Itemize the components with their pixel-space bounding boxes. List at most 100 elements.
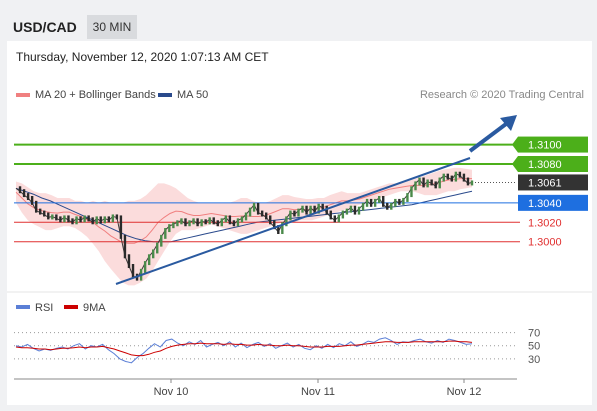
price-candle: [462, 173, 466, 182]
rsi-tick-label: 50: [528, 341, 540, 353]
price-candle: [67, 215, 70, 223]
level-tag-arrow: [512, 156, 518, 172]
price-candle: [313, 205, 316, 214]
x-tick-label: Nov 12: [447, 386, 482, 398]
price-candle: [51, 214, 54, 220]
level-label-support: 1.3000: [528, 237, 562, 249]
support-trendline: [115, 157, 471, 285]
price-candle: [329, 210, 332, 220]
price-candle: [79, 216, 82, 223]
price-candle: [119, 215, 123, 239]
price-candle: [281, 222, 284, 234]
price-candle: [176, 220, 179, 227]
price-candle: [418, 177, 421, 186]
price-candle: [248, 207, 252, 217]
price-candle: [252, 202, 256, 212]
price-candle: [26, 193, 30, 200]
price-candle: [264, 212, 268, 220]
timeframe-badge[interactable]: 30 MIN: [87, 15, 137, 39]
price-candle: [55, 214, 58, 221]
header-bar: USD/CAD 30 MIN: [0, 0, 597, 40]
legend-label: MA 20 + Bollinger Bands: [35, 89, 156, 101]
price-candle: [184, 218, 187, 227]
price-candle: [446, 173, 449, 180]
price-candle: [200, 219, 203, 227]
price-candle: [321, 203, 324, 210]
price-candle: [216, 220, 219, 227]
bollinger-area: [16, 167, 472, 286]
rsi-tick-label: 30: [528, 354, 540, 366]
price-candle: [172, 222, 175, 229]
price-candle: [103, 216, 106, 224]
price-candle: [377, 196, 381, 203]
price-candle: [333, 215, 336, 223]
level-label-resistance: 1.3100: [528, 140, 562, 152]
price-candle: [345, 208, 349, 215]
price-candle: [382, 196, 385, 207]
price-candle: [466, 177, 470, 186]
price-candle: [232, 220, 236, 227]
price-candle: [305, 205, 308, 215]
x-tick-label: Nov 11: [301, 386, 335, 398]
price-candle: [43, 210, 46, 217]
price-candle: [269, 215, 272, 225]
price-candle: [386, 202, 389, 210]
price-candle: [398, 198, 401, 205]
price-candle: [410, 186, 413, 198]
price-candle: [309, 205, 312, 215]
price-candle: [168, 224, 171, 233]
price-candle: [30, 196, 34, 205]
level-tag-resistance: [518, 156, 588, 172]
datetime-label: Thursday, November 12, 2020 1:07:13 AM C…: [16, 50, 269, 64]
price-candle: [244, 212, 248, 221]
symbol-title: USD/CAD: [13, 19, 77, 35]
price-candle: [373, 198, 377, 207]
price-candle: [353, 205, 357, 215]
price-candle: [317, 203, 320, 214]
level-lines: [14, 143, 520, 243]
price-candle: [47, 212, 50, 220]
price-candle: [63, 215, 66, 223]
level-label-resistance: 1.3080: [528, 159, 562, 171]
price-candle: [394, 198, 397, 207]
price-candle: [192, 218, 195, 225]
level-labels: 1.3100 1.3080 1.3061 1.3040 1.3020 1.3000: [512, 136, 588, 249]
price-series: [15, 171, 474, 281]
level-label-current: 1.3061: [528, 177, 562, 189]
bollinger-band: [15, 167, 473, 286]
price-candle: [111, 214, 115, 223]
price-candle: [87, 215, 90, 222]
price-candle: [325, 205, 328, 215]
price-candle: [127, 254, 131, 268]
price-candle: [438, 177, 441, 189]
price-candle: [293, 210, 296, 217]
price-candle: [240, 216, 244, 223]
price-candle: [236, 218, 240, 227]
price-candle: [434, 181, 437, 189]
rsi-tick-label: 70: [528, 328, 540, 340]
price-candle: [341, 210, 345, 219]
price-candle: [365, 198, 369, 207]
price-candle: [107, 216, 111, 223]
price-candle: [337, 214, 341, 223]
price-candle: [59, 216, 62, 223]
price-candle: [91, 217, 94, 225]
price-candle: [196, 218, 199, 227]
price-candle: [131, 264, 135, 278]
level-tag-resistance: [518, 136, 588, 153]
price-candle: [115, 214, 119, 220]
price-candle: [180, 218, 183, 225]
price-candle: [454, 171, 458, 182]
price-candle: [273, 220, 276, 230]
x-axis: Nov 10 Nov 11 Nov 12: [14, 378, 517, 398]
price-candle: [450, 175, 454, 182]
price-candle: [289, 210, 292, 221]
price-candle: [220, 218, 224, 227]
price-candle: [123, 234, 127, 259]
rsi-line: [15, 337, 473, 364]
source-credit: Research © 2020 Trading Central: [420, 89, 584, 101]
price-candle: [426, 179, 429, 188]
price-candle: [188, 220, 191, 227]
